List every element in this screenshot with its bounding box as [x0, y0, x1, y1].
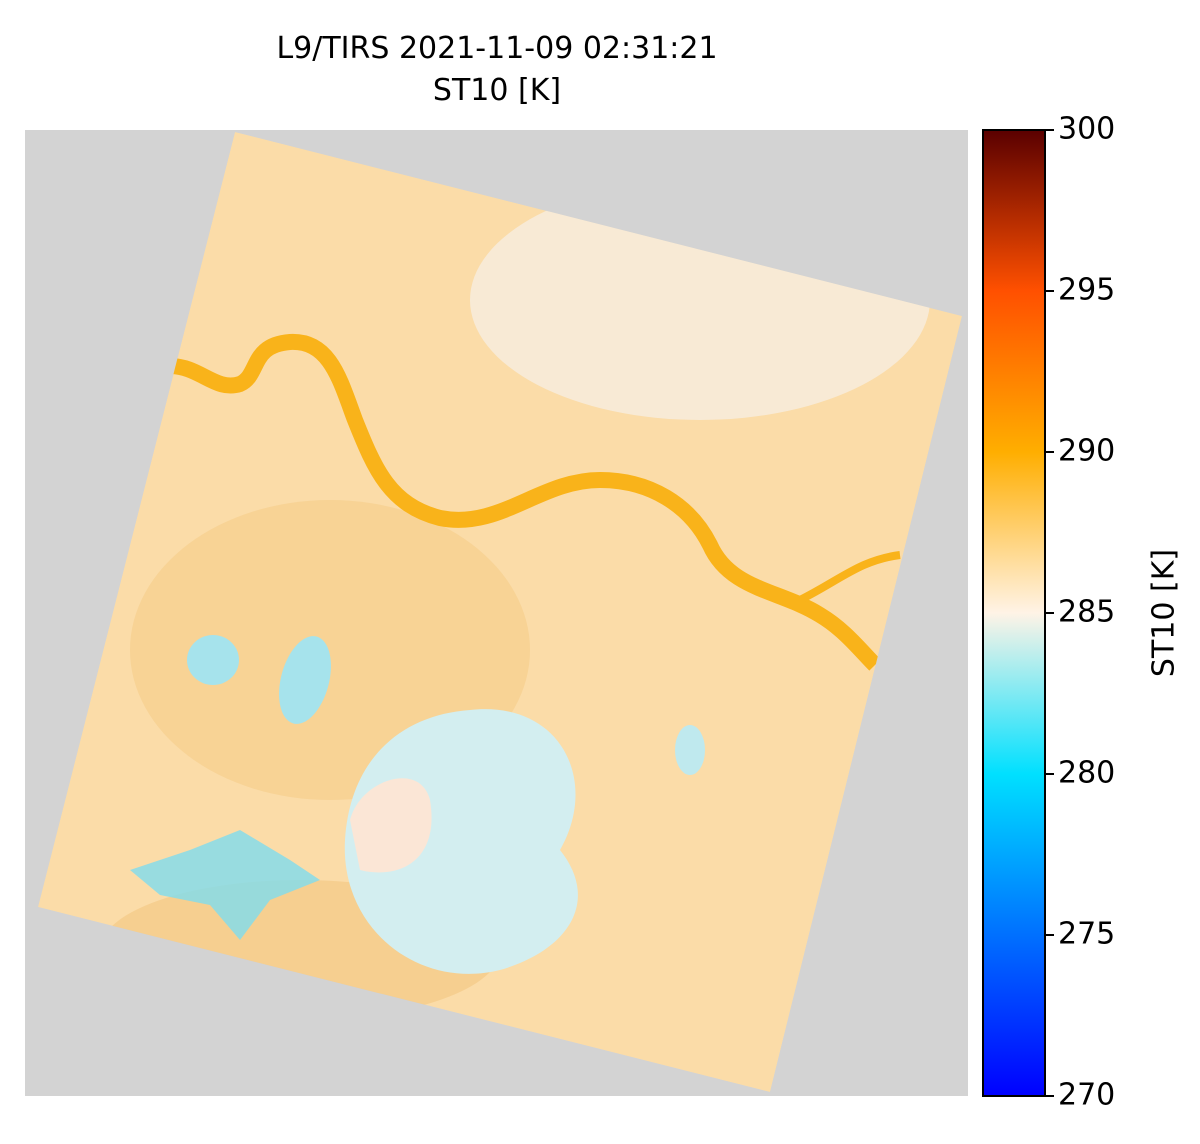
cold-hills: [130, 830, 320, 940]
colorbar-label: ST10 [K]: [1147, 549, 1182, 677]
colorbar: [982, 129, 1046, 1097]
colorbar-tick-label: 270: [1058, 1078, 1115, 1113]
lake: [675, 725, 705, 775]
colorbar-tick-label: 285: [1058, 595, 1115, 630]
title-line: ST10 [K]: [433, 73, 561, 108]
lake: [279, 636, 331, 724]
river-branch: [798, 551, 901, 604]
colorbar-tick-label: 280: [1058, 756, 1115, 791]
title-line: L9/TIRS 2021-11-09 02:31:21: [276, 31, 717, 66]
colorbar-tick-label: 295: [1058, 273, 1115, 308]
lake: [344, 709, 578, 974]
lake-shallow: [350, 778, 432, 873]
map: [25, 130, 968, 1096]
river: [169, 334, 881, 671]
colorbar-tick-label: 275: [1058, 917, 1115, 952]
colorbar-tick-label: 300: [1058, 112, 1115, 147]
colorbar-tick-label: 290: [1058, 434, 1115, 469]
lake: [187, 635, 239, 685]
